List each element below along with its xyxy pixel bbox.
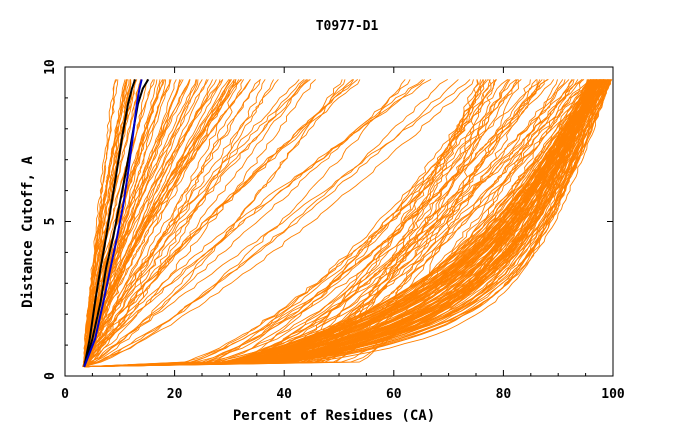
- model-series-line: [84, 79, 609, 368]
- model-series-line: [84, 79, 487, 368]
- model-series-line: [84, 79, 509, 368]
- model-series-line: [82, 79, 244, 368]
- model-series-line: [84, 79, 537, 368]
- model-series-line: [84, 79, 612, 368]
- model-series-line: [84, 79, 543, 368]
- x-tick-label: 20: [167, 387, 183, 402]
- model-series-line: [85, 79, 343, 368]
- x-tick-label: 80: [496, 387, 512, 402]
- model-series-line: [84, 79, 592, 368]
- model-series-line: [84, 79, 595, 368]
- model-series-line: [84, 79, 593, 368]
- model-series-line: [82, 79, 266, 368]
- x-tick-label: 0: [61, 387, 69, 402]
- model-series-line: [83, 79, 208, 367]
- highlight-series-line-black: [83, 79, 137, 367]
- chart-title: T0977-D1: [316, 19, 379, 34]
- model-series-line: [83, 79, 448, 368]
- y-tick-label: 5: [43, 218, 58, 226]
- x-tick-label: 100: [601, 387, 625, 402]
- model-series-line: [84, 79, 593, 368]
- model-series-line: [84, 79, 584, 368]
- model-series-line: [83, 79, 240, 367]
- model-series-line: [84, 79, 593, 368]
- model-series-line: [83, 79, 311, 367]
- model-series-line: [83, 79, 471, 368]
- model-series-line: [84, 79, 484, 368]
- model-series-line: [84, 79, 155, 367]
- model-series-line: [84, 79, 610, 368]
- model-series-line: [84, 79, 474, 368]
- model-series-line: [84, 79, 549, 368]
- x-tick-label: 60: [386, 387, 402, 402]
- model-series-line: [84, 79, 612, 368]
- model-series-line: [84, 79, 596, 368]
- model-series-line: [84, 79, 590, 368]
- model-series-line: [82, 79, 317, 368]
- model-series-line: [84, 79, 597, 368]
- model-series-line: [84, 79, 583, 368]
- model-series-line: [82, 79, 300, 367]
- model-series-line: [84, 79, 604, 368]
- model-series-line: [84, 79, 609, 368]
- model-series-line: [84, 79, 511, 368]
- model-series-line: [83, 79, 221, 367]
- model-series-line: [83, 79, 274, 368]
- x-tick-label: 40: [276, 387, 292, 402]
- y-tick-label: 0: [43, 372, 58, 380]
- model-series-line: [84, 79, 589, 368]
- x-axis-label: Percent of Residues (CA): [233, 408, 435, 424]
- model-series-line: [84, 79, 607, 368]
- model-series-line: [82, 79, 261, 368]
- model-series-line: [84, 79, 517, 368]
- model-series-line: [84, 79, 604, 368]
- model-series-line: [84, 79, 601, 368]
- model-series-line: [83, 79, 224, 367]
- model-series-line: [84, 79, 613, 368]
- model-series-line: [83, 79, 172, 367]
- y-tick-label: 10: [43, 59, 58, 75]
- model-series-line: [84, 79, 602, 368]
- y-axis-label: Distance Cutoff, A: [20, 156, 36, 308]
- highlight-series-line-blue: [83, 79, 143, 368]
- model-series-line: [83, 79, 118, 367]
- model-series-line: [84, 79, 611, 368]
- model-series-line: [82, 79, 279, 368]
- highlight-series-line-black: [83, 78, 150, 367]
- model-series-line: [85, 79, 355, 367]
- model-series-line: [84, 79, 235, 367]
- model-series-line: [82, 79, 425, 368]
- model-series-line: [82, 79, 411, 368]
